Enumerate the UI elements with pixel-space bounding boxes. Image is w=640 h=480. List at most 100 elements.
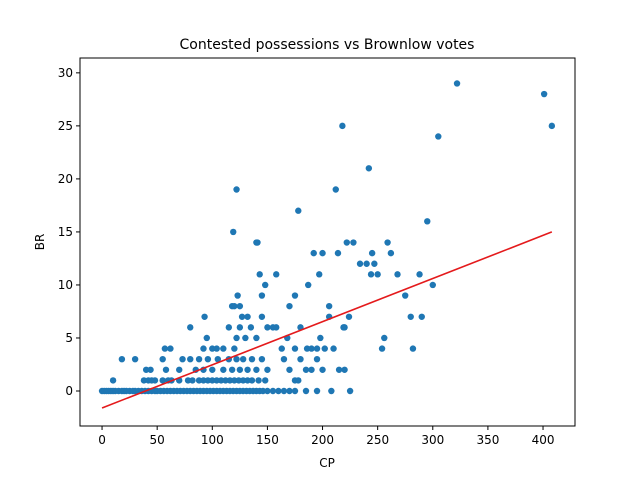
scatter-point xyxy=(273,271,280,278)
scatter-point xyxy=(162,366,170,373)
scatter-point xyxy=(209,345,216,352)
scatter-point xyxy=(435,133,442,140)
scatter-point xyxy=(255,377,262,384)
scatter-point xyxy=(321,345,328,352)
x-tick-label: 150 xyxy=(256,433,279,447)
scatter-point xyxy=(343,239,350,246)
scatter-point xyxy=(239,377,247,384)
scatter-point xyxy=(242,334,249,342)
scatter-point xyxy=(291,292,299,299)
scatter-point xyxy=(345,313,353,320)
scatter-point xyxy=(236,366,244,373)
scatter-point xyxy=(253,366,260,373)
scatter-point xyxy=(231,302,238,310)
scatter-point xyxy=(367,271,375,278)
scatter-point xyxy=(220,366,227,373)
scatter-point xyxy=(118,355,126,363)
scatter-point xyxy=(209,377,216,384)
scatter-point xyxy=(313,355,321,363)
scatter-point xyxy=(286,302,293,310)
scatter-point xyxy=(167,345,174,352)
scatter-point xyxy=(228,366,236,373)
scatter-point xyxy=(407,313,414,320)
scatter-point xyxy=(308,345,315,352)
scatter-point xyxy=(225,324,233,331)
x-tick-label: 0 xyxy=(98,433,106,447)
scatter-point xyxy=(200,345,207,352)
scatter-point xyxy=(236,302,244,310)
y-tick-label: 25 xyxy=(58,119,73,133)
axes-frame xyxy=(79,57,576,427)
scatter-point xyxy=(256,271,263,278)
scatter-point xyxy=(248,377,256,384)
scatter-point xyxy=(540,90,548,98)
x-tick-label: 50 xyxy=(150,433,165,447)
scatter-point xyxy=(151,377,159,384)
scatter-point xyxy=(244,313,251,320)
scatter-point xyxy=(176,366,183,373)
scatter-point xyxy=(350,239,357,246)
scatter-point xyxy=(233,355,240,363)
scatter-point xyxy=(159,355,166,363)
x-tick-label: 350 xyxy=(476,433,499,447)
scatter-point xyxy=(302,366,310,373)
scatter-point xyxy=(147,366,154,373)
scatter-point xyxy=(313,387,321,395)
scatter-point xyxy=(319,366,326,373)
scatter-point xyxy=(297,355,304,363)
scatter-point xyxy=(253,334,260,342)
scatter-point xyxy=(286,366,293,373)
scatter-point xyxy=(204,377,212,384)
scatter-point xyxy=(222,377,229,384)
scatter-point xyxy=(258,355,266,363)
x-tick-label: 400 xyxy=(532,433,555,447)
scatter-point xyxy=(374,271,381,278)
scatter-point xyxy=(187,324,194,331)
scatter-point xyxy=(363,260,370,267)
scatter-point xyxy=(254,239,261,246)
scatter-point xyxy=(142,366,150,373)
scatter-point xyxy=(247,324,255,331)
scatter-point xyxy=(233,186,240,193)
scatter-point xyxy=(384,239,391,246)
scatter-point xyxy=(235,377,242,384)
scatter-point xyxy=(184,377,192,384)
scatter-point xyxy=(319,249,326,257)
scatter-point xyxy=(244,366,251,373)
scatter-point xyxy=(234,292,241,299)
scatter-point xyxy=(424,218,431,225)
regression-line xyxy=(101,231,553,409)
scatter-point xyxy=(334,249,342,257)
scatter-point xyxy=(325,302,333,310)
scatter-point xyxy=(381,334,388,342)
scatter-point xyxy=(310,249,317,257)
scatter-point xyxy=(429,281,436,289)
scatter-point xyxy=(189,377,196,384)
scatter-point xyxy=(280,355,288,363)
scatter-point xyxy=(278,345,285,352)
scatter-point xyxy=(303,345,311,352)
scatter-point xyxy=(335,366,343,373)
scatter-point xyxy=(258,292,266,299)
y-axis-label: BR xyxy=(33,234,47,251)
scatter-point xyxy=(308,366,315,373)
scatter-point xyxy=(217,377,225,384)
scatter-point xyxy=(291,387,299,395)
scatter-point xyxy=(248,355,256,363)
chart-title: Contested possessions vs Brownlow votes xyxy=(180,37,475,53)
scatter-point xyxy=(341,366,348,373)
points-layer xyxy=(98,80,556,395)
scatter-point xyxy=(262,377,269,384)
x-axis-label: CP xyxy=(319,456,335,470)
scatter-point xyxy=(368,249,376,257)
scatter-point xyxy=(365,165,373,172)
scatter-point xyxy=(313,345,321,352)
scatter-point xyxy=(258,313,266,320)
scatter-point xyxy=(209,366,216,373)
scatter-point xyxy=(201,313,208,320)
y-tick-label: 5 xyxy=(65,331,73,345)
scatter-point xyxy=(340,324,347,331)
scatter-point xyxy=(204,355,212,363)
scatter-point xyxy=(262,281,269,289)
scatter-point xyxy=(409,345,417,352)
